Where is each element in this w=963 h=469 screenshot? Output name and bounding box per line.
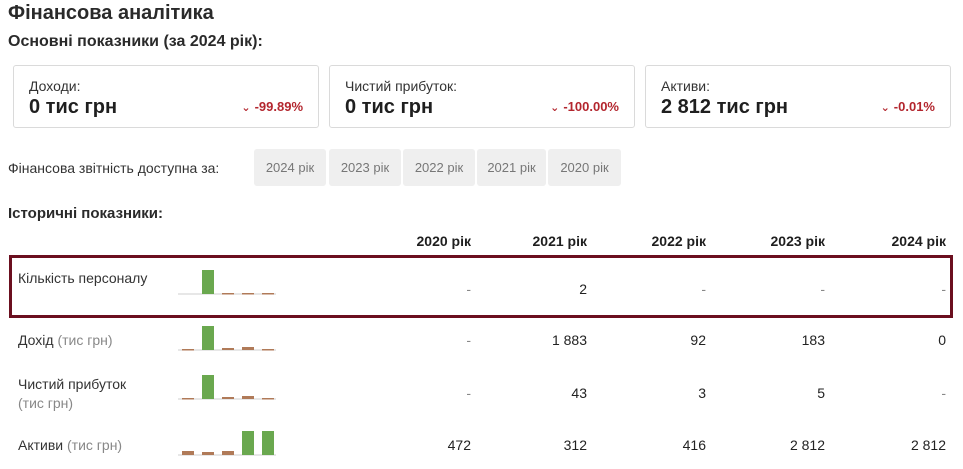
table-cell: 1 883 xyxy=(551,332,587,348)
card-value: 0 тис грн xyxy=(29,96,118,118)
table-cell: - xyxy=(941,385,946,401)
card-assets: Активи: 2 812 тис грн ⌄ -0.01% xyxy=(645,65,951,128)
report-year-2022-button[interactable]: 2022 рік xyxy=(403,149,475,186)
table-cell: 183 xyxy=(801,332,825,348)
card-value: 2 812 тис грн xyxy=(661,96,789,118)
section-subtitle: Основні показники (за 2024 рік): xyxy=(8,33,263,50)
table-cell: 3 xyxy=(698,385,706,401)
chevron-down-icon: ⌄ xyxy=(550,102,560,114)
table-cell: 2 812 xyxy=(910,437,946,453)
chevron-down-icon: ⌄ xyxy=(241,102,251,114)
card-label: Доходи: xyxy=(29,78,81,94)
historical-title: Історичні показники: xyxy=(8,205,164,222)
sparkline-staff xyxy=(178,270,276,295)
report-year-2023-button[interactable]: 2023 рік xyxy=(329,149,401,186)
table-cell: 92 xyxy=(690,332,706,348)
chevron-down-icon: ⌄ xyxy=(880,102,890,114)
table-cell: 0 xyxy=(938,332,946,348)
card-label: Чистий прибуток: xyxy=(345,78,458,94)
report-year-2024-button[interactable]: 2024 рік xyxy=(254,149,326,186)
card-income: Доходи: 0 тис грн ⌄ -99.89% xyxy=(13,65,319,128)
card-value: 0 тис грн xyxy=(345,96,434,118)
report-year-2020-button[interactable]: 2020 рік xyxy=(548,149,621,186)
table-cell: - xyxy=(820,281,825,297)
row-label-net-profit: Чистий прибуток (тис грн) xyxy=(18,376,127,411)
column-header: 2024 рік xyxy=(891,233,946,249)
report-year-2021-button[interactable]: 2021 рік xyxy=(477,149,546,186)
sparkline-net-profit xyxy=(178,375,276,400)
page-title: Фінансова аналітика xyxy=(8,2,214,24)
card-net-profit: Чистий прибуток: 0 тис грн ⌄ -100.00% xyxy=(329,65,635,128)
card-change: ⌄ -0.01% xyxy=(880,99,935,114)
table-cell: - xyxy=(701,281,706,297)
row-label-income: Дохід (тис грн) xyxy=(18,332,113,348)
column-header: 2022 рік xyxy=(651,233,706,249)
table-cell: - xyxy=(466,332,471,348)
card-change: ⌄ -99.89% xyxy=(241,99,303,114)
table-cell: - xyxy=(941,281,946,297)
table-cell: 416 xyxy=(682,437,706,453)
table-cell: - xyxy=(466,385,471,401)
table-cell: 43 xyxy=(571,385,587,401)
reports-label: Фінансова звітність доступна за: xyxy=(8,160,220,176)
table-cell: 2 812 xyxy=(789,437,825,453)
sparkline-income xyxy=(178,326,276,351)
column-header: 2020 рік xyxy=(416,233,471,249)
card-change: ⌄ -100.00% xyxy=(550,99,619,114)
table-cell: 472 xyxy=(447,437,471,453)
card-label: Активи: xyxy=(661,78,710,94)
table-cell: 2 xyxy=(579,281,587,297)
highlighted-row-frame xyxy=(9,255,953,318)
row-label-staff: Кількість персоналу xyxy=(18,270,148,286)
row-label-assets: Активи (тис грн) xyxy=(18,437,123,453)
table-cell: 5 xyxy=(817,385,825,401)
table-cell: 312 xyxy=(563,437,587,453)
column-header: 2021 рік xyxy=(532,233,587,249)
column-header: 2023 рік xyxy=(770,233,825,249)
sparkline-assets xyxy=(178,431,276,456)
table-cell: - xyxy=(466,281,471,297)
